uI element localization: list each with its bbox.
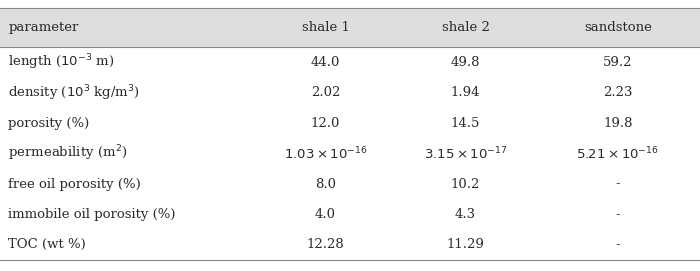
- Text: 8.0: 8.0: [315, 178, 336, 191]
- Text: $1.03 \times 10^{-16}$: $1.03 \times 10^{-16}$: [284, 145, 368, 162]
- Bar: [0, 8, 700, 47]
- Text: 2.23: 2.23: [603, 86, 633, 99]
- Text: $3.15 \times 10^{-17}$: $3.15 \times 10^{-17}$: [424, 145, 508, 162]
- Text: -: -: [615, 208, 620, 221]
- Text: free oil porosity (%): free oil porosity (%): [8, 178, 141, 191]
- Text: -: -: [615, 238, 620, 251]
- Text: 44.0: 44.0: [311, 56, 340, 69]
- Text: -: -: [615, 178, 620, 191]
- Text: sandstone: sandstone: [584, 21, 652, 34]
- Text: density ($10^{3}$ kg/m$^{3}$): density ($10^{3}$ kg/m$^{3}$): [8, 83, 140, 103]
- Text: $5.21 \times 10^{-16}$: $5.21 \times 10^{-16}$: [576, 145, 659, 162]
- Text: 14.5: 14.5: [451, 117, 480, 130]
- Text: 49.8: 49.8: [451, 56, 480, 69]
- Text: 11.29: 11.29: [447, 238, 484, 251]
- Text: shale 1: shale 1: [302, 21, 349, 34]
- Text: 2.02: 2.02: [311, 86, 340, 99]
- Text: parameter: parameter: [8, 21, 79, 34]
- Text: permeability (m$^{2}$): permeability (m$^{2}$): [8, 144, 128, 163]
- Text: 12.28: 12.28: [307, 238, 344, 251]
- Text: shale 2: shale 2: [442, 21, 489, 34]
- Text: 19.8: 19.8: [603, 117, 633, 130]
- Text: length ($10^{-3}$ m): length ($10^{-3}$ m): [8, 53, 115, 72]
- Text: 10.2: 10.2: [451, 178, 480, 191]
- Text: immobile oil porosity (%): immobile oil porosity (%): [8, 208, 176, 221]
- Text: 12.0: 12.0: [311, 117, 340, 130]
- Text: TOC (wt %): TOC (wt %): [8, 238, 86, 251]
- Text: 1.94: 1.94: [451, 86, 480, 99]
- Text: 59.2: 59.2: [603, 56, 633, 69]
- Text: 4.3: 4.3: [455, 208, 476, 221]
- Text: porosity (%): porosity (%): [8, 117, 90, 130]
- Text: 4.0: 4.0: [315, 208, 336, 221]
